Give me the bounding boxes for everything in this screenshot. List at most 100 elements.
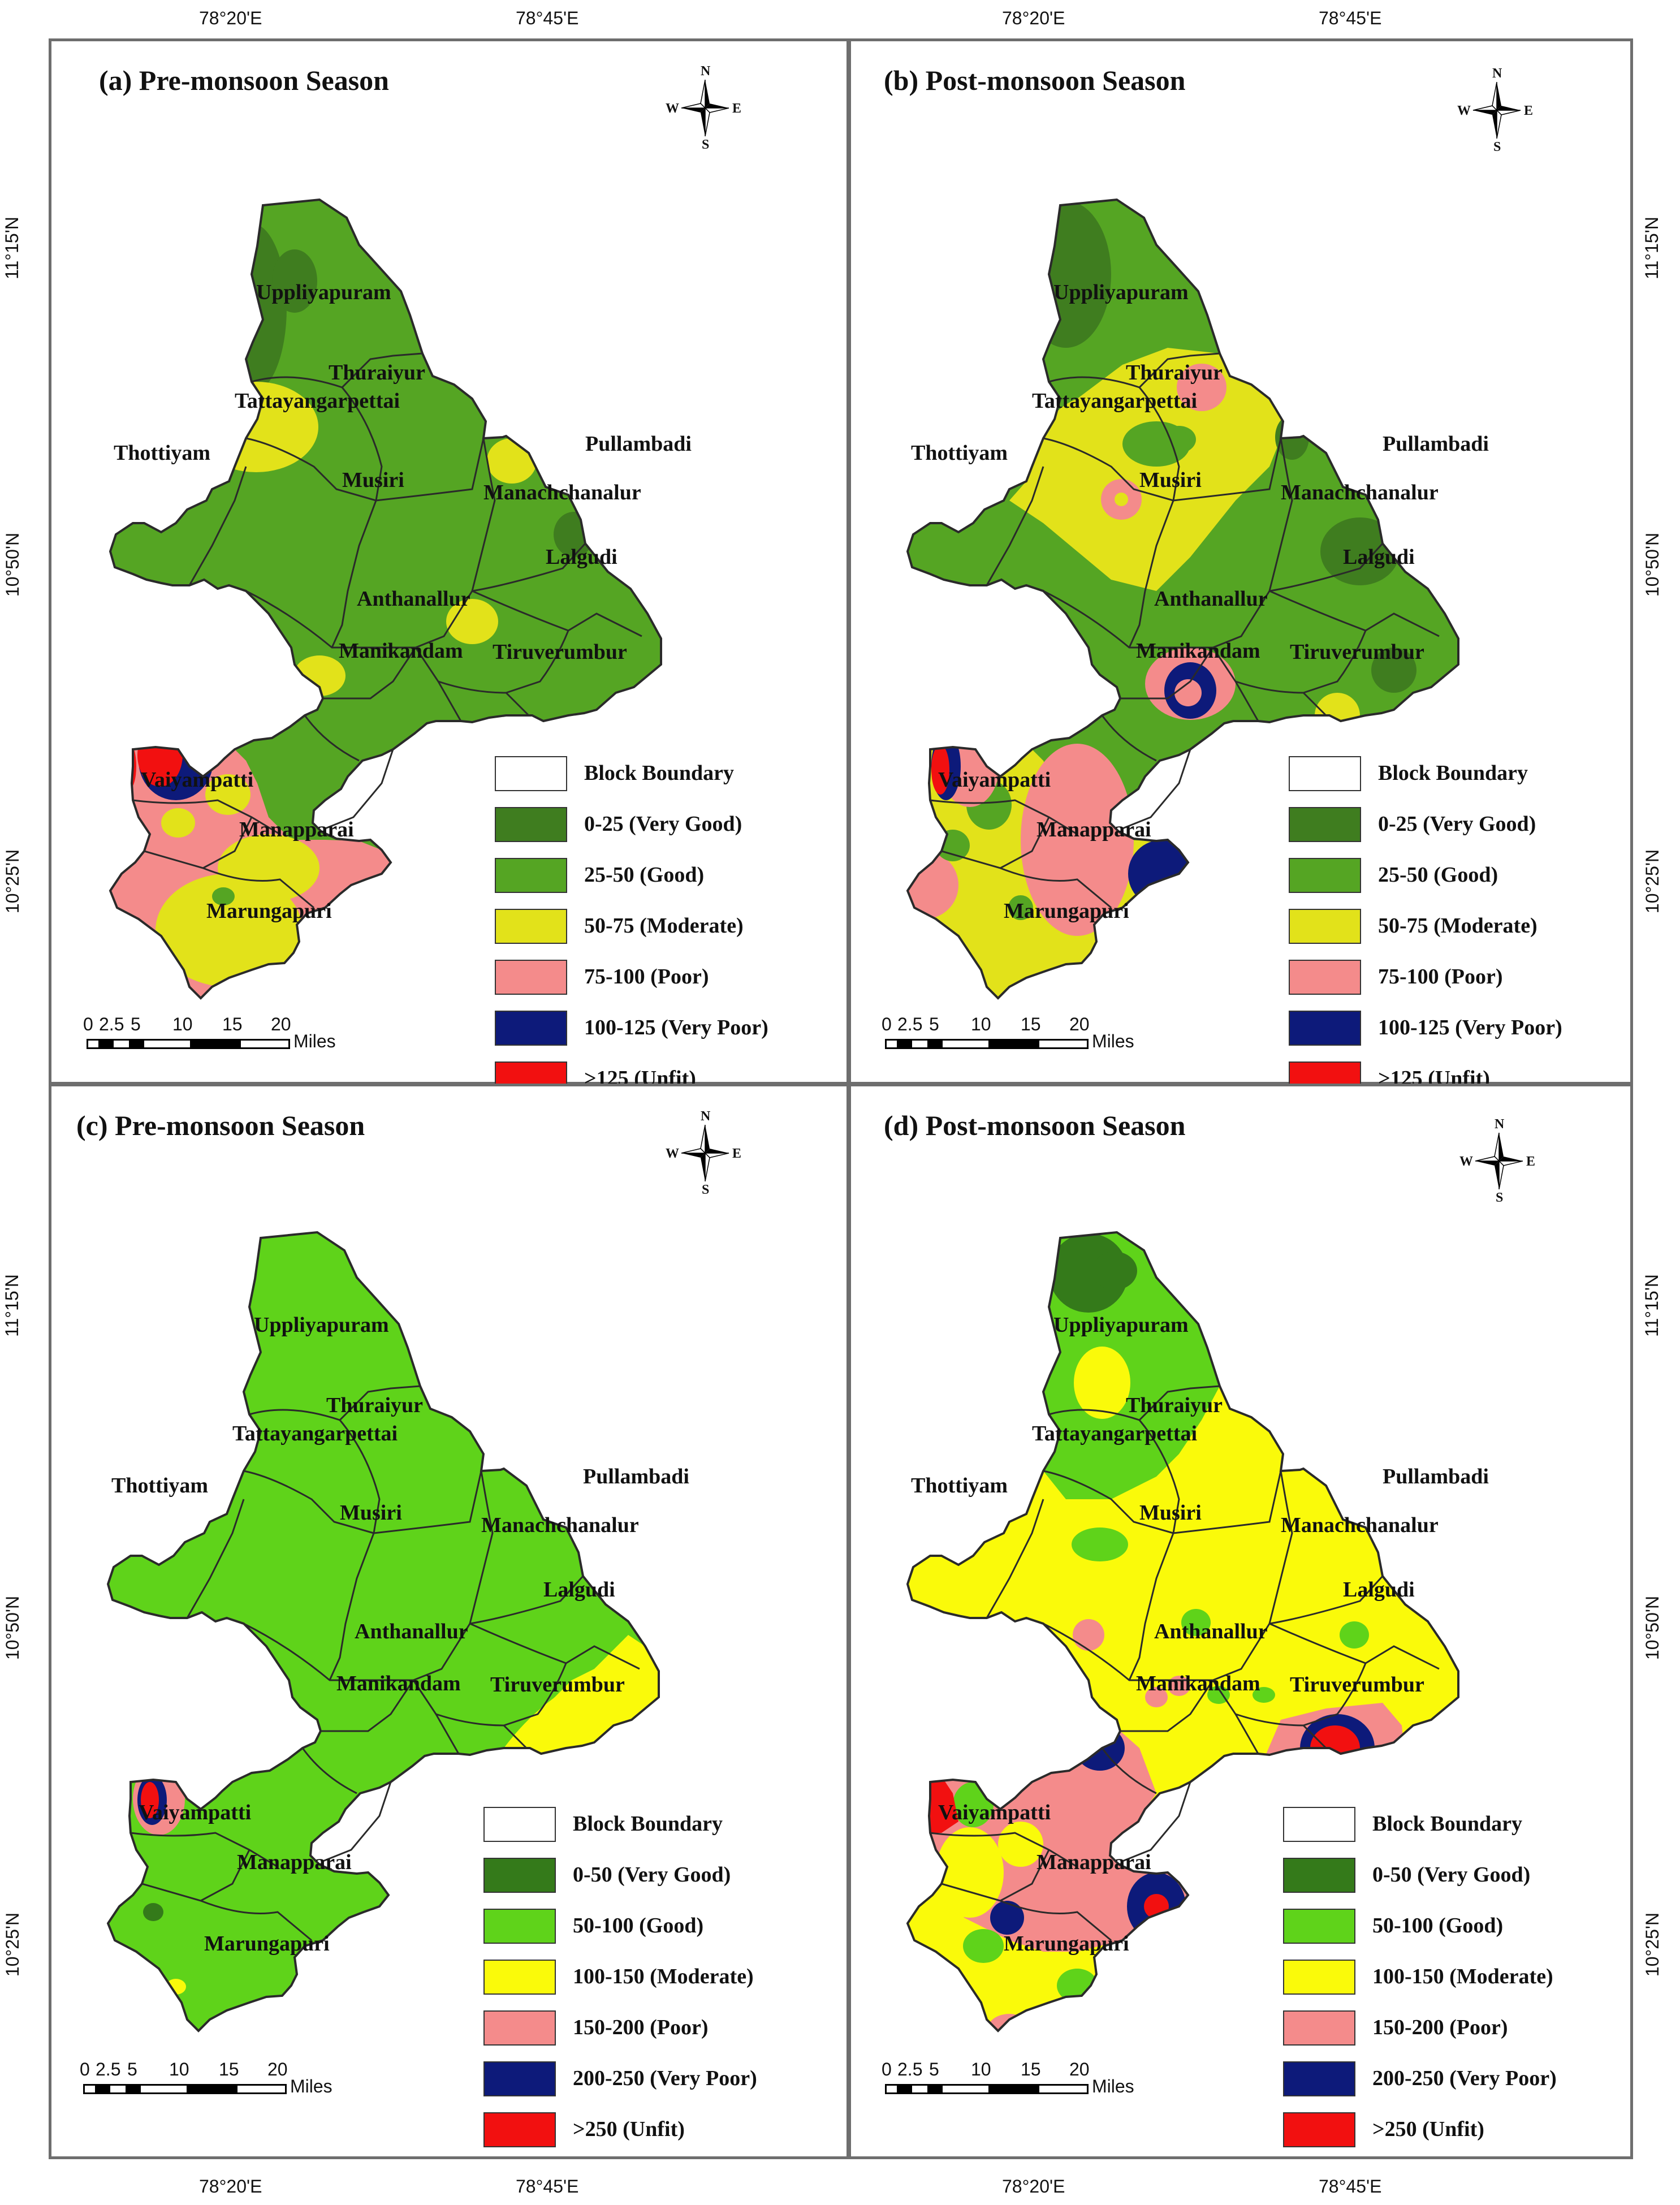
- panel-a: (a) Pre-monsoon Season N S W E Uppliyapu…: [49, 38, 849, 1097]
- quality-zone: [1092, 1252, 1137, 1290]
- legend-swatch: [483, 1909, 556, 1944]
- quality-zone: [137, 1967, 149, 1979]
- legend-swatch: [1283, 2061, 1355, 2096]
- block-label: Tattayangarpettai: [235, 389, 400, 413]
- quality-zone: [963, 1929, 1004, 1963]
- block-label: Thottiyam: [911, 441, 1008, 465]
- quality-zone: [936, 830, 970, 861]
- block-boundary: [325, 749, 394, 830]
- block-boundary: [251, 352, 423, 389]
- scale-num: 0: [882, 2059, 892, 2079]
- quality-zone: [141, 1782, 159, 1818]
- left-tick-10-25-top: 10°25'N: [2, 849, 23, 914]
- block-boundary: [1173, 438, 1282, 502]
- block-map: Uppliyapuram Thuraiyur Tattayangarpettai Th…: [106, 1231, 689, 2033]
- quality-zone: [1072, 1527, 1128, 1561]
- block-boundary: [245, 590, 416, 649]
- quality-zone: [1145, 1687, 1168, 1707]
- legend-swatch: [495, 1011, 567, 1046]
- legend-label: 25-50 (Good): [1378, 863, 1498, 887]
- block-boundary: [373, 1470, 482, 1534]
- left-tick-10-50-bottom: 10°50'N: [2, 1595, 23, 1660]
- block-label: Lalgudi: [546, 545, 617, 569]
- district-outline: [906, 1231, 1459, 2033]
- block-boundary: [331, 500, 377, 648]
- block-boundary: [1173, 1470, 1282, 1534]
- quality-zone: [1181, 1609, 1211, 1636]
- block-label: Tattayangarpettai: [232, 1422, 398, 1445]
- legend-label: 100-150 (Moderate): [1372, 1965, 1553, 1988]
- scale-num: 10: [169, 2059, 189, 2079]
- block-label: Thuraiyur: [326, 1393, 423, 1417]
- north-arrow: N S W E: [1459, 1117, 1535, 1205]
- block-label: Pullambadi: [585, 432, 692, 456]
- block-label: Tiruverumbur: [493, 640, 627, 664]
- block-label: Manikandam: [339, 639, 463, 663]
- north-arrow: N S W E: [1457, 66, 1534, 154]
- block-boundary: [186, 1499, 245, 1619]
- scale-num: 5: [127, 2059, 137, 2079]
- block-label: Tattayangarpettai: [1032, 389, 1197, 413]
- block-boundary: [1048, 352, 1220, 389]
- block-boundary: [506, 630, 569, 694]
- block-label: Pullambadi: [583, 1465, 689, 1488]
- block-boundary: [301, 1747, 357, 1794]
- block-boundary: [941, 1849, 1050, 1902]
- bottom-tick-78-20-right: 78°20'E: [1002, 2176, 1065, 2197]
- left-tick-11-15-top: 11°15'N: [1, 217, 22, 279]
- block-label: Tattayangarpettai: [1032, 1422, 1197, 1445]
- compass-n: N: [1492, 66, 1502, 81]
- block-boundary: [435, 1713, 528, 1749]
- compass-e: E: [1524, 103, 1534, 118]
- block-label: Thottiyam: [114, 441, 210, 465]
- top-tick-78-20: 78°20'E: [199, 8, 262, 28]
- block-boundary: [1000, 1900, 1112, 1941]
- legend-label: 100-150 (Moderate): [573, 1965, 754, 1988]
- quality-zone: [1207, 1686, 1230, 1704]
- quality-zone: [1371, 648, 1416, 693]
- block-boundary: [472, 542, 586, 592]
- district-fill: [108, 1232, 659, 2031]
- block-boundary: [503, 1663, 567, 1727]
- block-map: Uppliyapuram Thuraiyur Tattayangarpettai Th…: [906, 1231, 1489, 2033]
- left-tick-10-25-bottom: 10°25'N: [2, 1912, 23, 1977]
- quality-zone: [936, 1827, 1004, 1918]
- quality-zone: [205, 774, 251, 815]
- block-boundary: [1043, 1470, 1174, 1534]
- block-label: Musiri: [1139, 468, 1202, 492]
- block-label: Thottiyam: [111, 1474, 208, 1498]
- block-label: Tiruverumbur: [490, 1673, 625, 1697]
- scale-num: 20: [1069, 1014, 1090, 1034]
- scale-bar-graphic: [885, 1039, 1089, 1049]
- scale-bar-unit: Miles: [290, 2076, 332, 2096]
- block-boundary: [243, 1623, 413, 1681]
- legend-swatch: [1289, 858, 1361, 893]
- block-boundary: [200, 1900, 312, 1941]
- quality-zone: [212, 887, 235, 905]
- legend-swatch: [495, 807, 567, 842]
- block-boundary: [243, 1470, 374, 1534]
- legend-swatch: [1283, 2010, 1355, 2046]
- legend-label: >250 (Unfit): [573, 2117, 685, 2141]
- quality-zone: [1021, 744, 1134, 936]
- block-boundary: [323, 647, 417, 700]
- legend-swatch: [483, 2061, 556, 2096]
- scale-num: 5: [929, 2059, 939, 2079]
- bottom-tick-78-45-right: 78°45'E: [1319, 2176, 1382, 2197]
- block-boundary: [1235, 680, 1327, 717]
- scale-num: 2.5: [897, 2059, 923, 2079]
- block-label: Uppliyapuram: [1053, 281, 1189, 304]
- block-label: Manachchanalur: [1281, 481, 1439, 504]
- panel-title: (a) Pre-monsoon Season: [99, 64, 389, 96]
- scale-num: 5: [929, 1014, 939, 1034]
- legend-swatch: [1283, 1807, 1355, 1842]
- legend-label: 75-100 (Poor): [1378, 965, 1503, 989]
- quality-zone: [1009, 348, 1283, 591]
- block-boundary: [321, 1680, 414, 1732]
- quality-zone: [1174, 679, 1202, 706]
- block-label: Anthanallur: [355, 1620, 468, 1643]
- scale-bar-numbers: 0 2.5 5 10 15 20: [83, 1014, 313, 1037]
- block-label: Thottiyam: [911, 1474, 1008, 1498]
- quality-zone: [272, 249, 317, 313]
- block-label: Vaiyampatti: [938, 768, 1051, 792]
